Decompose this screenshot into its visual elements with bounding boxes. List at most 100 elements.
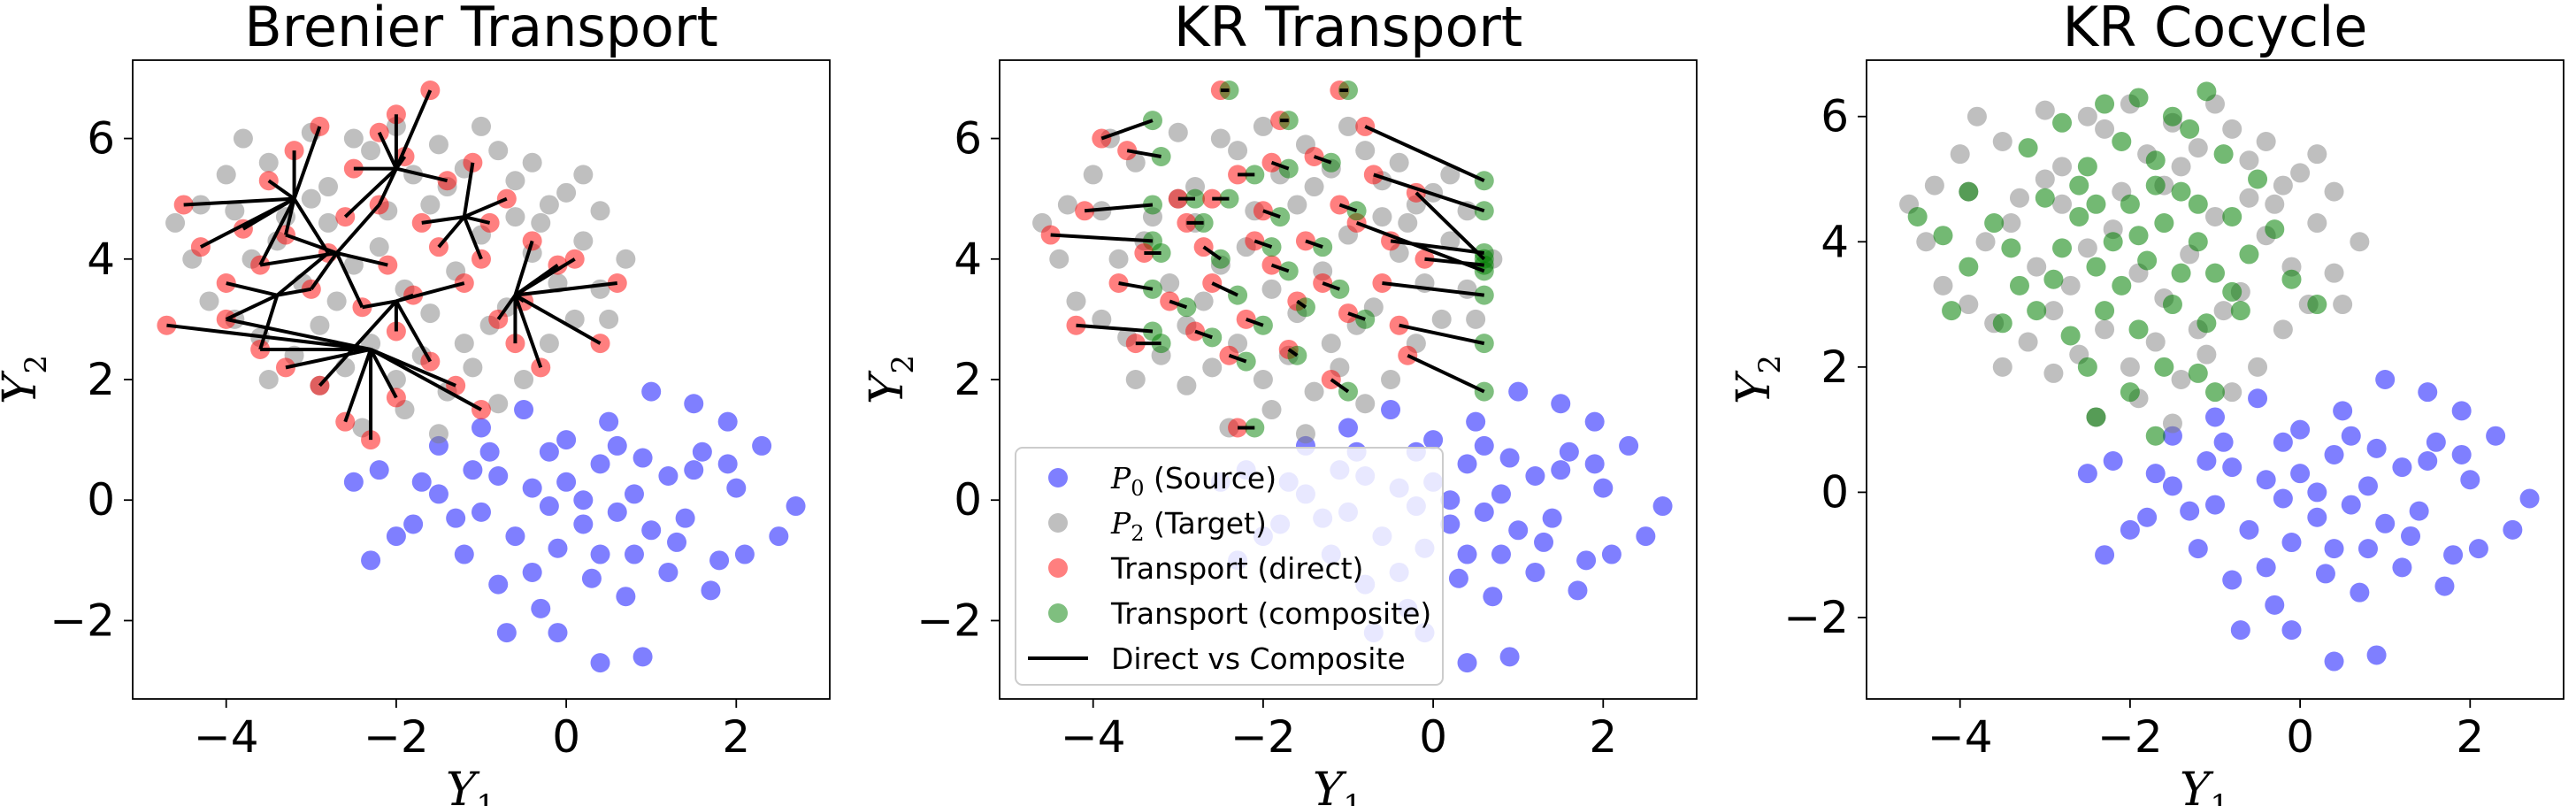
x-tick-label: 0 xyxy=(1419,711,1447,763)
source-point xyxy=(1576,550,1597,571)
target-point xyxy=(2009,188,2029,208)
direct-vs-composite-line xyxy=(1076,323,1154,334)
legend-marker xyxy=(1048,558,1068,578)
target-point xyxy=(258,370,279,389)
source-point xyxy=(684,394,704,414)
target-point xyxy=(225,201,245,221)
composite-point xyxy=(2188,363,2208,383)
target-point xyxy=(2256,132,2276,152)
target-point xyxy=(1160,273,1180,294)
source-point xyxy=(2137,507,2158,527)
composite-point xyxy=(1270,207,1291,227)
source-point xyxy=(752,435,772,456)
composite-point xyxy=(2069,175,2089,196)
source-point xyxy=(2401,526,2421,546)
direct-vs-composite-line xyxy=(1270,263,1290,273)
transport-line xyxy=(292,126,322,200)
transport-line xyxy=(226,281,278,297)
x-axis-label-sub: 1 xyxy=(2210,788,2229,806)
source-point xyxy=(2162,476,2182,496)
legend-label-symbol: P xyxy=(1110,461,1131,495)
y-tick-label: 0 xyxy=(1821,466,1849,518)
transport-line xyxy=(225,293,279,321)
x-axis-label-symbol: Y xyxy=(1313,764,1347,806)
composite-point xyxy=(2112,132,2132,152)
target-point xyxy=(1959,295,1979,315)
source-point xyxy=(1542,508,1562,528)
target-point xyxy=(2213,301,2234,321)
source-point xyxy=(2366,438,2387,458)
composite-point xyxy=(1907,206,1928,226)
composite-point xyxy=(2086,194,2106,214)
y-axis-label-symbol: Y xyxy=(0,370,47,404)
source-point xyxy=(1508,520,1529,541)
source-point xyxy=(2503,519,2523,540)
source-point xyxy=(2196,451,2217,472)
target-point xyxy=(1066,291,1086,311)
target-point xyxy=(2120,357,2140,377)
source-point xyxy=(2333,401,2353,421)
transport-line xyxy=(334,252,364,309)
legend-label: P0 (Source) xyxy=(1110,461,1276,501)
target-point xyxy=(1457,279,1477,299)
source-point xyxy=(675,508,695,528)
transport-line xyxy=(462,162,475,218)
legend-item-line: Direct vs Composite xyxy=(1028,641,1406,676)
source-point xyxy=(1619,435,1639,456)
legend-item-composite: Transport (composite) xyxy=(1048,596,1431,631)
legend-label-text: (Target) xyxy=(1145,506,1267,541)
source-point xyxy=(2358,476,2378,496)
target-point xyxy=(2265,194,2285,214)
transport-line xyxy=(226,317,372,351)
legend-label-text: Transport (composite) xyxy=(1110,596,1431,631)
target-point xyxy=(2307,213,2327,234)
composite-point xyxy=(2086,257,2106,277)
legend-label: P2 (Target) xyxy=(1110,506,1267,546)
direct-vs-composite-line xyxy=(1407,353,1485,394)
source-point xyxy=(590,454,610,474)
target-point xyxy=(1210,128,1230,149)
legend-item-target: P2 (Target) xyxy=(1048,506,1267,546)
source-point xyxy=(411,472,432,492)
y-axis-label-symbol: Y xyxy=(1728,370,1781,404)
source-point xyxy=(1534,532,1554,552)
target-point xyxy=(2222,119,2242,139)
transport-line xyxy=(514,257,576,297)
target-point xyxy=(531,212,551,233)
target-point xyxy=(2043,363,2064,383)
composite-point xyxy=(2145,150,2166,171)
target-point xyxy=(590,201,610,221)
direct-vs-composite-line xyxy=(1347,311,1366,321)
target-point xyxy=(2350,232,2370,252)
source-point xyxy=(658,465,678,486)
x-tick-label: −2 xyxy=(364,711,429,763)
source-point xyxy=(2324,651,2344,672)
transport-line xyxy=(395,166,448,183)
composite-point xyxy=(2205,263,2225,283)
composite-point xyxy=(1942,301,1962,321)
target-point xyxy=(1992,132,2012,152)
target-point xyxy=(420,303,441,324)
target-point xyxy=(2273,175,2293,196)
target-point xyxy=(1916,232,1936,252)
transport-line xyxy=(258,295,280,350)
source-point xyxy=(446,508,466,528)
plot-area xyxy=(157,81,806,673)
source-point xyxy=(616,587,636,607)
source-point xyxy=(717,454,738,474)
composite-point xyxy=(2060,326,2081,346)
source-point xyxy=(2281,533,2302,553)
source-point xyxy=(2468,539,2488,559)
source-point xyxy=(479,441,500,462)
source-point xyxy=(641,520,662,541)
composite-point xyxy=(2018,138,2038,158)
source-point xyxy=(2307,507,2327,527)
transport-line xyxy=(421,215,465,225)
composite-point xyxy=(2281,269,2302,289)
target-point xyxy=(1193,291,1214,311)
target-point xyxy=(318,212,339,233)
source-point xyxy=(556,430,577,450)
target-point xyxy=(1202,357,1223,378)
source-point xyxy=(2443,545,2464,565)
target-point xyxy=(369,237,389,257)
